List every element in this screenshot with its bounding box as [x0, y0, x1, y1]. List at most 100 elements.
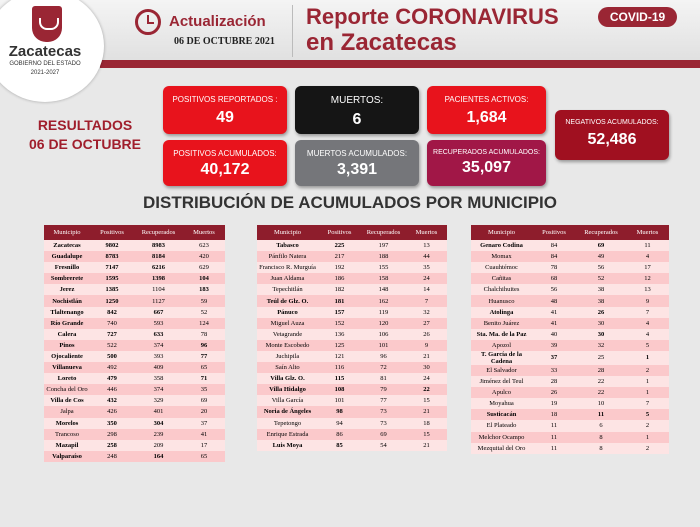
table-row: Villa Glz. O. 115 81 24	[257, 373, 447, 385]
cell-muertos: 59	[183, 295, 225, 307]
table-row: Apulco 26 22 1	[471, 387, 669, 399]
cell-recuperados: 209	[134, 439, 183, 451]
cell-municipio: Pánfilo Natera	[257, 251, 318, 263]
cell-positivos: 9802	[90, 240, 134, 252]
cell-muertos: 7	[626, 398, 669, 410]
table-row: Guadalupe 8783 8184 420	[44, 251, 225, 263]
table-row: Monte Escobedo 125 101 9	[257, 339, 447, 351]
cell-positivos: 19	[532, 398, 576, 410]
cell-muertos: 65	[183, 450, 225, 462]
cell-positivos: 492	[90, 362, 134, 374]
cell-positivos: 248	[90, 450, 134, 462]
cell-recuperados: 6	[576, 420, 626, 432]
cell-municipio: Ojocaliente	[44, 350, 90, 363]
cell-recuperados: 30	[576, 328, 626, 340]
card-label: PACIENTES ACTIVOS:	[444, 95, 529, 104]
cell-muertos: 24	[406, 373, 447, 385]
cell-recuperados: 409	[134, 362, 183, 374]
shield-icon	[32, 6, 62, 42]
cell-recuperados: 633	[134, 328, 183, 340]
card-value: 3,391	[336, 161, 378, 178]
cell-positivos: 78	[532, 262, 576, 274]
cell-positivos: 136	[318, 328, 361, 340]
cell-municipio: Genaro Codina	[471, 240, 532, 252]
table-row: Chalchihuites 56 38 13	[471, 284, 669, 296]
cell-recuperados: 374	[134, 339, 183, 351]
cell-municipio: Villa Glz. O.	[257, 373, 318, 385]
cell-muertos: 2	[626, 420, 669, 432]
table-row: Luis Moya 85 54 21	[257, 439, 447, 451]
cell-recuperados: 72	[361, 362, 406, 374]
card-value: 1,684	[466, 109, 507, 126]
cell-muertos: 52	[183, 306, 225, 318]
cell-muertos: 420	[183, 251, 225, 263]
cell-positivos: 40	[532, 328, 576, 340]
cell-positivos: 84	[532, 251, 576, 263]
cell-muertos: 24	[406, 273, 447, 285]
cell-municipio: Cuauhtémoc	[471, 262, 532, 274]
cell-recuperados: 96	[361, 350, 406, 363]
cell-muertos: 4	[626, 251, 669, 263]
card-recuperados-acumulados: RECUPERADOS ACUMULADOS: 35,097	[427, 140, 546, 186]
cell-municipio: Río Grande	[44, 317, 90, 329]
cell-muertos: 77	[183, 350, 225, 363]
cell-municipio: Mezquital del Oro	[471, 442, 532, 454]
cell-positivos: 727	[90, 328, 134, 340]
cell-muertos: 4	[626, 317, 669, 329]
cell-recuperados: 593	[134, 317, 183, 329]
cell-positivos: 181	[318, 295, 361, 307]
cell-recuperados: 155	[361, 262, 406, 274]
cell-positivos: 225	[318, 240, 361, 252]
cell-muertos: 2	[626, 364, 669, 377]
cell-positivos: 217	[318, 251, 361, 263]
cell-municipio: Momax	[471, 251, 532, 263]
card-label: RECUPERADOS ACUMULADOS:	[433, 149, 540, 156]
cell-recuperados: 73	[361, 406, 406, 418]
table-row: Tepetongo 94 73 18	[257, 417, 447, 429]
cell-municipio: Nochistlán	[44, 295, 90, 307]
cell-recuperados: 25	[576, 350, 626, 365]
cell-municipio: Loreto	[44, 373, 90, 385]
cell-municipio: Valparaíso	[44, 450, 90, 462]
cell-recuperados: 77	[361, 395, 406, 407]
cell-recuperados: 26	[576, 306, 626, 318]
cell-positivos: 84	[532, 240, 576, 252]
cell-recuperados: 56	[576, 262, 626, 274]
cell-municipio: Apulco	[471, 387, 532, 399]
clock-icon	[135, 9, 161, 35]
cell-municipio: Miguel Auza	[257, 317, 318, 329]
cell-municipio: Jerez	[44, 284, 90, 296]
card-value: 35,097	[462, 159, 511, 176]
card-positivos-acumulados: POSITIVOS ACUMULADOS: 40,172	[163, 140, 287, 186]
cell-municipio: El Salvador	[471, 364, 532, 377]
cell-positivos: 115	[318, 373, 361, 385]
table-row: Zacatecas 9802 8983 623	[44, 240, 225, 252]
card-value: 52,486	[587, 131, 637, 148]
cell-positivos: 258	[90, 439, 134, 451]
municipios-table-3: Municipio Positivos Recuperados Muertos …	[471, 225, 669, 454]
cell-municipio: Sta. Ma. de la Paz	[471, 328, 532, 340]
cell-municipio: Tlaltenango	[44, 306, 90, 318]
cell-recuperados: 28	[576, 364, 626, 377]
table-row: Saín Alto 116 72 30	[257, 362, 447, 374]
cell-muertos: 21	[406, 350, 447, 363]
table-row: Moyahua 19 10 7	[471, 398, 669, 410]
report-title-line2: en Zacatecas	[306, 29, 457, 56]
cell-municipio: Villa de Cos	[44, 395, 90, 407]
cell-muertos: 22	[406, 384, 447, 396]
cell-recuperados: 8	[576, 442, 626, 454]
col-header-positivos: Positivos	[318, 225, 361, 240]
card-label: POSITIVOS REPORTADOS :	[172, 95, 278, 104]
table-row: Jerez 1385 1104 183	[44, 284, 225, 296]
cell-recuperados: 8983	[134, 240, 183, 252]
col-header-positivos: Positivos	[532, 225, 576, 240]
cell-muertos: 5	[626, 409, 669, 421]
cell-muertos: 35	[183, 384, 225, 396]
cell-municipio: Cañitas	[471, 273, 532, 285]
table-row: Sombrerete 1595 1398 104	[44, 273, 225, 285]
cell-positivos: 8783	[90, 251, 134, 263]
cell-positivos: 426	[90, 406, 134, 418]
cell-municipio: Apozol	[471, 339, 532, 351]
cell-positivos: 18	[532, 409, 576, 421]
cell-muertos: 9	[406, 339, 447, 351]
